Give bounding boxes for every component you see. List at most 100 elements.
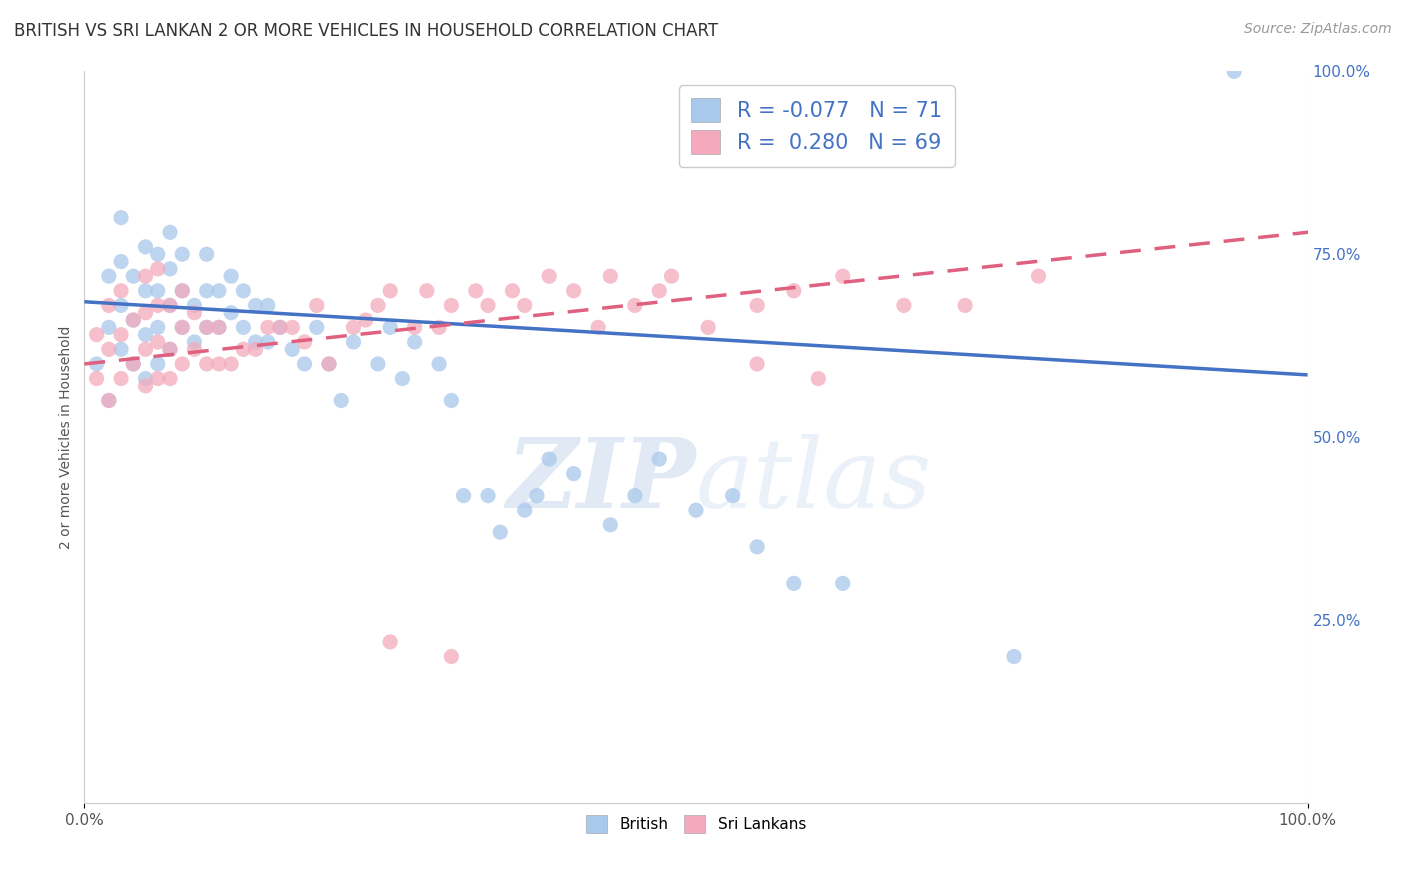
- Point: [427, 320, 450, 334]
- Point: [586, 320, 609, 334]
- Point: [330, 393, 353, 408]
- Point: [513, 298, 536, 312]
- Point: [122, 357, 145, 371]
- Point: [232, 343, 254, 357]
- Point: [245, 343, 267, 357]
- Point: [97, 320, 120, 334]
- Point: [380, 284, 402, 298]
- Point: [110, 371, 132, 385]
- Point: [110, 211, 132, 225]
- Point: [172, 320, 194, 334]
- Point: [110, 284, 132, 298]
- Point: [183, 343, 205, 357]
- Point: [122, 357, 145, 371]
- Point: [281, 343, 304, 357]
- Point: [122, 269, 145, 284]
- Point: [245, 298, 267, 312]
- Point: [269, 320, 291, 334]
- Point: [159, 343, 181, 357]
- Point: [538, 452, 561, 467]
- Point: [464, 284, 486, 298]
- Point: [440, 649, 463, 664]
- Point: [110, 298, 132, 312]
- Point: [208, 357, 231, 371]
- Point: [110, 343, 132, 357]
- Point: [110, 327, 132, 342]
- Point: [648, 452, 671, 467]
- Point: [502, 284, 524, 298]
- Point: [562, 284, 585, 298]
- Point: [172, 284, 194, 298]
- Point: [367, 357, 389, 371]
- Point: [135, 327, 157, 342]
- Point: [135, 269, 157, 284]
- Point: [195, 357, 218, 371]
- Point: [208, 320, 231, 334]
- Point: [172, 247, 194, 261]
- Point: [526, 489, 548, 503]
- Point: [146, 284, 169, 298]
- Point: [305, 320, 328, 334]
- Point: [146, 334, 169, 349]
- Point: [183, 298, 205, 312]
- Point: [747, 540, 769, 554]
- Point: [477, 298, 499, 312]
- Point: [893, 298, 915, 312]
- Point: [146, 371, 169, 385]
- Point: [110, 254, 132, 268]
- Legend: British, Sri Lankans: British, Sri Lankans: [579, 809, 813, 839]
- Point: [135, 371, 157, 385]
- Point: [195, 284, 218, 298]
- Point: [453, 489, 475, 503]
- Point: [269, 320, 291, 334]
- Point: [342, 320, 364, 334]
- Point: [380, 635, 402, 649]
- Point: [219, 269, 242, 284]
- Point: [183, 306, 205, 320]
- Point: [208, 320, 231, 334]
- Point: [195, 247, 218, 261]
- Point: [135, 306, 157, 320]
- Point: [159, 261, 181, 276]
- Point: [599, 517, 621, 532]
- Text: Source: ZipAtlas.com: Source: ZipAtlas.com: [1244, 22, 1392, 37]
- Point: [807, 371, 830, 385]
- Point: [440, 393, 463, 408]
- Point: [1002, 649, 1025, 664]
- Point: [599, 269, 621, 284]
- Point: [318, 357, 340, 371]
- Point: [245, 334, 267, 349]
- Text: atlas: atlas: [696, 434, 932, 528]
- Text: BRITISH VS SRI LANKAN 2 OR MORE VEHICLES IN HOUSEHOLD CORRELATION CHART: BRITISH VS SRI LANKAN 2 OR MORE VEHICLES…: [14, 22, 718, 40]
- Point: [219, 306, 242, 320]
- Point: [380, 320, 402, 334]
- Point: [831, 269, 853, 284]
- Point: [183, 334, 205, 349]
- Point: [661, 269, 683, 284]
- Point: [135, 284, 157, 298]
- Point: [427, 357, 450, 371]
- Point: [281, 320, 304, 334]
- Point: [159, 225, 181, 239]
- Point: [122, 313, 145, 327]
- Point: [477, 489, 499, 503]
- Point: [97, 393, 120, 408]
- Point: [159, 298, 181, 312]
- Point: [172, 320, 194, 334]
- Point: [146, 320, 169, 334]
- Point: [97, 298, 120, 312]
- Point: [747, 298, 769, 312]
- Point: [86, 357, 108, 371]
- Point: [135, 240, 157, 254]
- Point: [97, 393, 120, 408]
- Point: [831, 576, 853, 591]
- Point: [489, 525, 512, 540]
- Point: [195, 320, 218, 334]
- Point: [342, 334, 364, 349]
- Point: [257, 334, 280, 349]
- Point: [97, 343, 120, 357]
- Point: [648, 284, 671, 298]
- Point: [697, 320, 720, 334]
- Point: [97, 269, 120, 284]
- Point: [172, 357, 194, 371]
